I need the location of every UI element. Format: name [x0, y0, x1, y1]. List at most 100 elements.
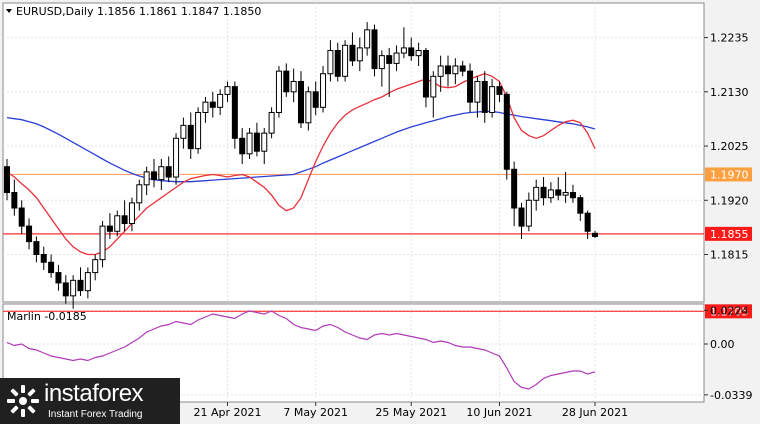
candle: [84, 267, 91, 299]
candle-body: [452, 65, 459, 75]
candle: [371, 24, 378, 77]
candle: [569, 184, 576, 203]
candle: [422, 47, 429, 108]
candle-body: [268, 111, 275, 134]
candle: [26, 218, 33, 250]
candle-body: [569, 192, 576, 199]
time-tick-label: 7 May 2021: [283, 406, 348, 419]
candle-body: [202, 101, 209, 113]
candle: [400, 27, 407, 59]
candle: [173, 133, 180, 185]
time-tick-label: 21 Apr 2021: [193, 406, 261, 419]
candle-body: [290, 80, 297, 93]
candle: [393, 45, 400, 72]
candle: [408, 37, 415, 61]
candle: [11, 179, 18, 216]
price-axis: 1.2235 1.2130 1.2025 1.1920 1.1815 0.0224 0.00…: [704, 32, 752, 402]
candle: [577, 195, 584, 221]
instaforex-logo-icon: [7, 385, 39, 417]
candle: [592, 230, 598, 238]
candle: [106, 213, 113, 240]
candle-body: [577, 197, 584, 214]
candle: [290, 68, 297, 103]
dropdown-triangle-icon[interactable]: [6, 9, 12, 13]
candle: [33, 236, 40, 263]
price-tick-label: 1.2235: [710, 32, 749, 45]
candle-body: [496, 86, 503, 95]
marlin-line: [6, 310, 596, 390]
candle: [77, 267, 84, 296]
candle: [217, 89, 224, 116]
level-price-tag: [705, 167, 752, 182]
candle: [224, 81, 231, 103]
candle: [4, 158, 10, 201]
watermark-brand: instaforex: [44, 380, 144, 407]
candle-body: [165, 166, 172, 178]
chart-header-title: EURUSD,Daily 1.1856 1.1861 1.1847 1.1850: [16, 5, 261, 18]
candle: [555, 177, 562, 201]
candle-body: [437, 65, 444, 77]
candle: [445, 55, 451, 87]
candle: [562, 171, 569, 203]
candle: [452, 58, 459, 85]
oscillator: [6, 310, 596, 390]
candle-body: [356, 47, 363, 62]
candle-body: [459, 65, 466, 72]
candle-body: [393, 52, 400, 64]
candle-body: [533, 186, 540, 201]
candle-body: [62, 282, 69, 297]
indicator-label: Marlin -0.0185: [7, 310, 87, 323]
candle-body: [430, 75, 437, 98]
candle: [195, 107, 202, 154]
candle-body: [173, 137, 180, 178]
candle: [121, 200, 128, 232]
candle: [349, 32, 356, 66]
candle: [231, 81, 238, 149]
candle: [386, 47, 393, 97]
candle: [99, 220, 106, 268]
candle: [518, 202, 525, 240]
candle: [496, 81, 503, 103]
candle-body: [70, 279, 77, 297]
candle-body: [298, 80, 304, 124]
candle-body: [48, 261, 55, 274]
level-price-label: 1.1855: [710, 228, 749, 241]
candle-body: [128, 202, 135, 225]
candle: [48, 254, 55, 278]
candle: [180, 117, 187, 149]
candle: [298, 71, 304, 128]
candle-body: [547, 189, 554, 199]
candle: [55, 264, 62, 291]
candle: [430, 71, 437, 118]
candle: [283, 63, 290, 97]
candle-body: [584, 212, 591, 232]
candle-body: [364, 29, 371, 49]
candle-body: [334, 49, 341, 77]
candle-body: [187, 124, 194, 150]
level-price-label: 1.1970: [710, 168, 749, 181]
candle-body: [92, 259, 99, 274]
candle-body: [11, 192, 18, 209]
level-price-tag: [705, 226, 752, 241]
candle-body: [511, 168, 518, 209]
candle-body: [253, 132, 260, 152]
candle: [503, 91, 510, 180]
candle: [467, 63, 474, 113]
candle-body: [158, 166, 165, 181]
candle: [540, 177, 547, 206]
candle-body: [26, 225, 33, 243]
candle-body: [217, 93, 224, 108]
candle: [511, 161, 518, 227]
candle-body: [378, 55, 385, 70]
candle: [584, 210, 591, 240]
candle: [489, 78, 496, 118]
candle-body: [4, 166, 10, 194]
candle: [62, 275, 69, 304]
price-tick-label: 1.2130: [710, 86, 749, 99]
candle: [364, 22, 371, 56]
indicator-tick-label: 0.0224: [710, 304, 749, 317]
candle-body: [518, 207, 525, 227]
ma-slow-line: [6, 110, 596, 183]
candle: [202, 96, 209, 123]
candle-body: [195, 111, 202, 150]
